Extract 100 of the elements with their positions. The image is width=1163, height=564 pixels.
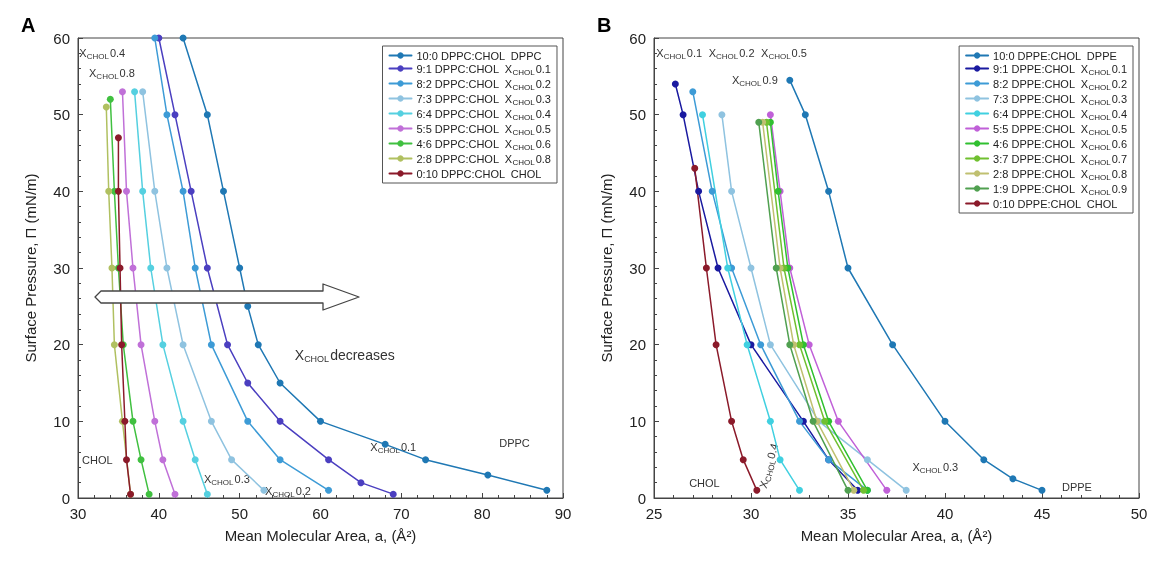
point: [254, 341, 262, 349]
point: [187, 187, 195, 195]
point: [850, 486, 858, 494]
point: [114, 134, 122, 142]
point: [224, 341, 232, 349]
point: [766, 417, 774, 425]
point: [106, 95, 114, 103]
point: [139, 88, 147, 96]
y-tick-label: 30: [53, 259, 70, 277]
point: [220, 187, 227, 195]
point: [796, 486, 803, 494]
x-tick-label: 30: [69, 505, 87, 522]
point: [1038, 486, 1046, 494]
point: [357, 479, 365, 487]
legend-label: 0:10 DPPE:CHOL CHOL: [993, 197, 1118, 210]
y-tick-label: 60: [629, 29, 646, 47]
point: [228, 456, 236, 464]
point: [766, 111, 774, 119]
x-tick-label: 80: [473, 505, 491, 522]
x-tick-label: 50: [231, 505, 249, 522]
point: [739, 456, 747, 464]
point: [179, 187, 187, 195]
point: [151, 34, 159, 42]
point: [801, 111, 809, 119]
point: [118, 88, 126, 96]
x-tick-label: 90: [554, 505, 572, 522]
point: [1009, 475, 1017, 483]
y-tick-label: 50: [629, 106, 646, 124]
point: [151, 187, 159, 195]
point: [129, 417, 137, 425]
point: [809, 417, 817, 425]
point: [671, 80, 679, 88]
point: [728, 417, 736, 425]
point: [110, 341, 118, 349]
point: [123, 456, 130, 464]
x-tick-label: 40: [936, 505, 954, 522]
point: [712, 341, 720, 349]
point: [207, 417, 215, 425]
point: [941, 417, 949, 425]
point: [702, 264, 710, 272]
point: [159, 456, 167, 464]
legend-label: 10:0 DPPC:CHOL DPPC: [416, 49, 542, 62]
annotation: DPPE: [1061, 480, 1092, 493]
point: [114, 187, 122, 195]
y-tick-label: 30: [629, 259, 646, 277]
point: [708, 187, 716, 195]
point: [753, 486, 761, 494]
point: [718, 111, 726, 119]
point: [743, 341, 751, 349]
point: [163, 111, 171, 119]
x-tick-label: 30: [742, 505, 760, 522]
point: [139, 187, 147, 195]
point: [484, 471, 492, 479]
point: [236, 264, 244, 272]
point: [821, 417, 829, 425]
point: [317, 417, 324, 425]
point: [724, 264, 732, 272]
x-tick-label: 50: [1130, 505, 1148, 522]
annotation: CHOL: [82, 453, 113, 466]
point: [179, 341, 187, 349]
point: [755, 118, 763, 126]
point: [325, 486, 333, 494]
point: [844, 486, 852, 494]
point: [131, 88, 139, 96]
y-tick-label: 50: [53, 106, 70, 124]
point: [179, 417, 187, 425]
point: [772, 264, 780, 272]
point: [786, 76, 794, 84]
point: [244, 417, 252, 425]
point: [151, 417, 159, 425]
legend-label: 0:10 DPPC:CHOL CHOL: [416, 167, 542, 180]
point: [203, 490, 211, 498]
point: [276, 456, 284, 464]
annotation: XCHOL0.4: [756, 442, 781, 490]
x-tick-label: 70: [392, 505, 410, 522]
legend-label: 10:0 DPPE:CHOL DPPE: [993, 49, 1117, 62]
y-tick-label: 10: [53, 412, 70, 430]
point: [902, 486, 910, 494]
chart-title: A: [21, 14, 36, 36]
x-tick-label: 45: [1033, 505, 1051, 522]
point: [159, 341, 167, 349]
y-axis-title: Surface Pressure, Π (mN/m): [598, 173, 615, 363]
point: [145, 490, 153, 498]
point: [381, 440, 389, 448]
point: [543, 486, 551, 494]
point: [980, 456, 988, 464]
point: [203, 111, 211, 119]
y-tick-label: 10: [629, 412, 646, 430]
y-tick-label: 0: [61, 489, 70, 507]
point: [244, 379, 252, 387]
point: [699, 111, 706, 119]
point: [766, 341, 774, 349]
point: [191, 264, 199, 272]
y-tick-label: 40: [53, 182, 70, 200]
annotation: DPPC: [499, 436, 530, 449]
y-tick-label: 40: [629, 182, 646, 200]
point: [203, 264, 211, 272]
point: [191, 456, 199, 464]
point: [276, 417, 284, 425]
point: [691, 164, 699, 172]
